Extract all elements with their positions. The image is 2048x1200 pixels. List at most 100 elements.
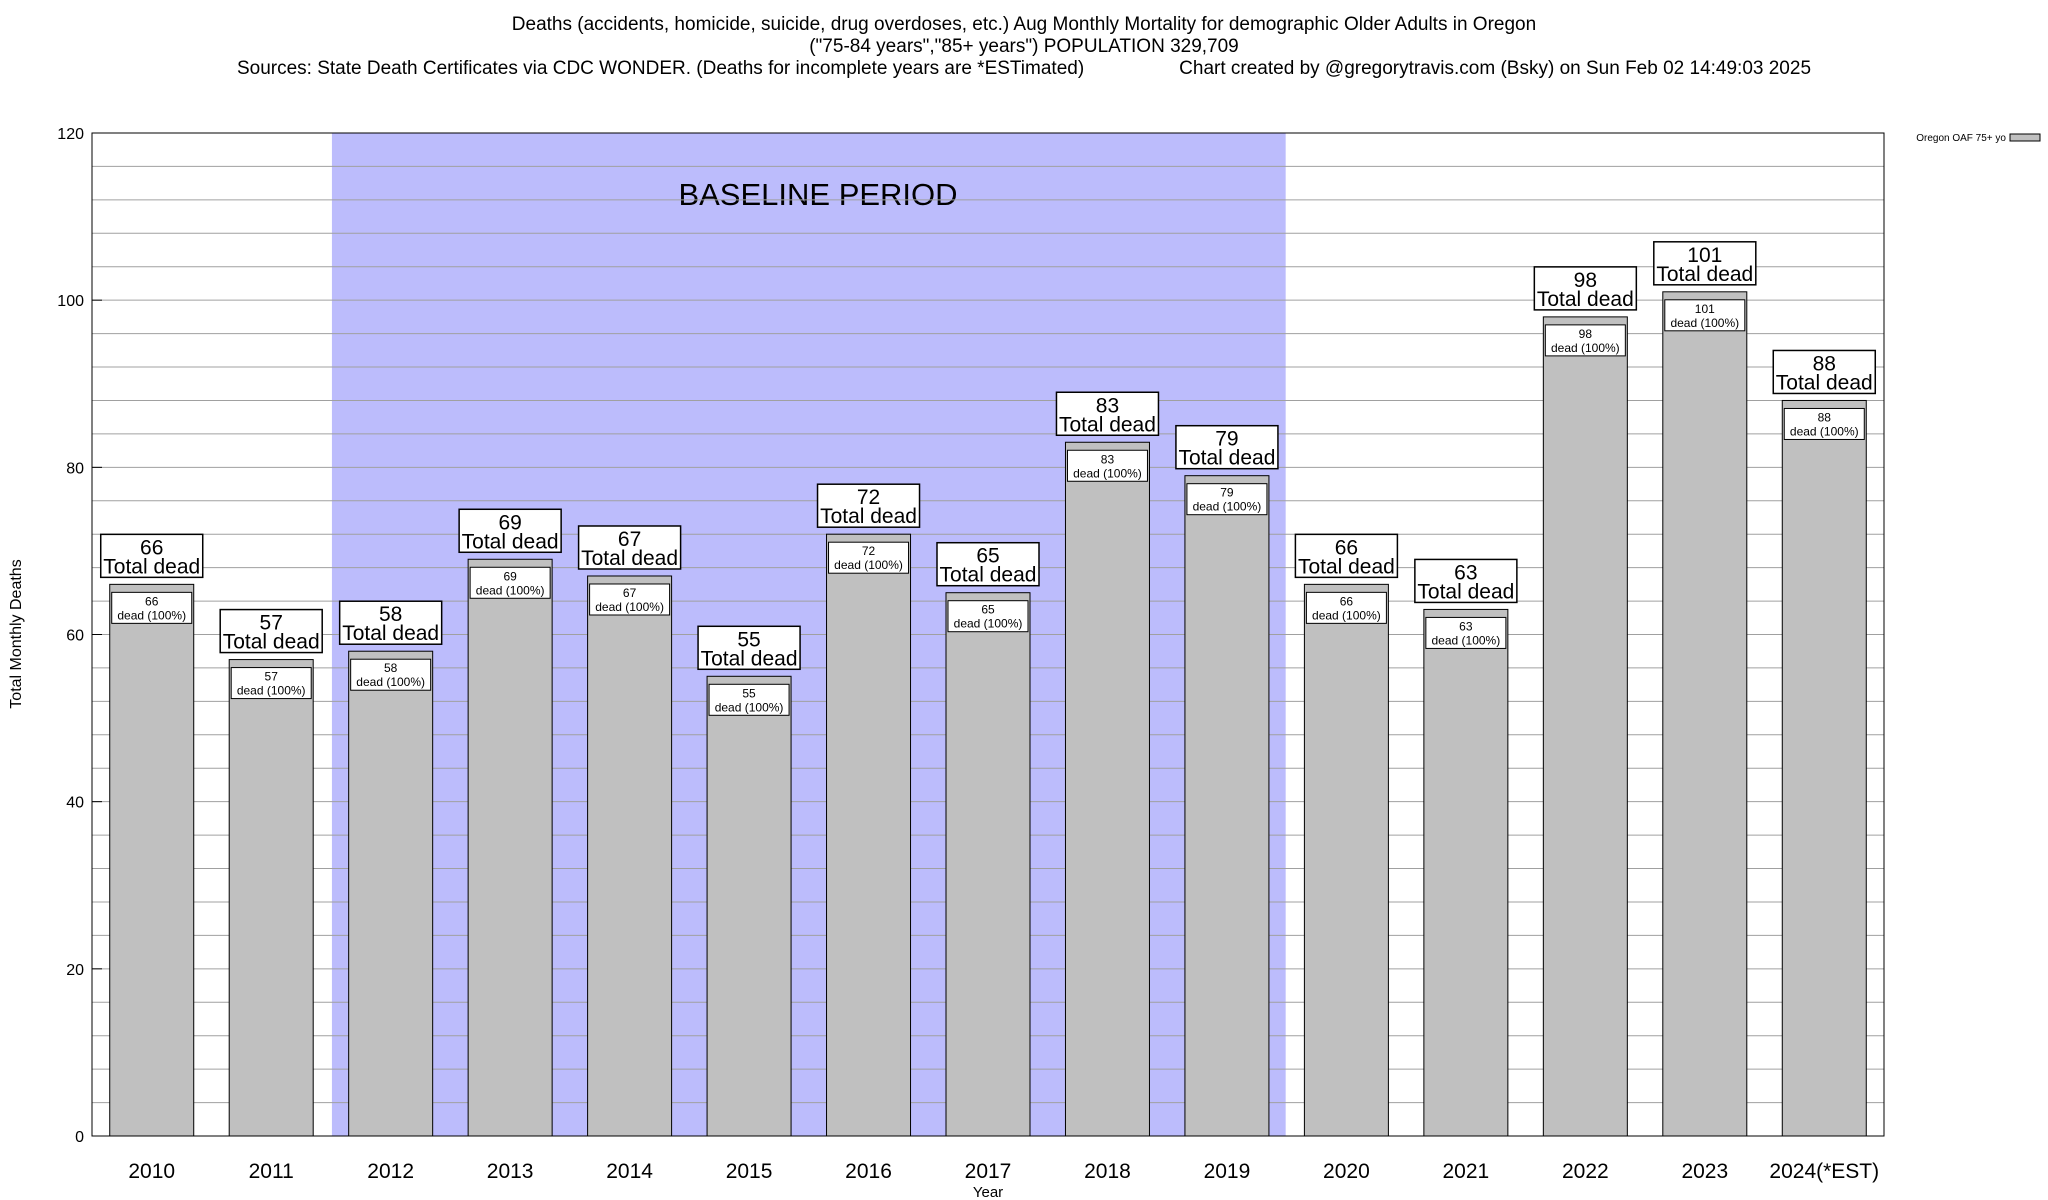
bar-inner-label: dead (100%) — [834, 558, 903, 572]
bar-inner-label-box — [947, 600, 1029, 633]
x-tick-label: 2014 — [606, 1160, 653, 1183]
bar-top-value: 66 — [140, 536, 163, 559]
bar-top-label: Total dead — [1178, 447, 1275, 470]
bar-top-label: Total dead — [1417, 580, 1514, 603]
bar-inner-value: 66 — [1340, 594, 1354, 608]
bar-inner-value: 79 — [1220, 486, 1234, 500]
y-tick-label: 40 — [66, 795, 84, 812]
bar-inner-label-box — [230, 667, 312, 700]
bar-inner-label-box — [1066, 449, 1148, 482]
bar-inner-label: dead (100%) — [237, 684, 306, 698]
bar-top-label-box — [697, 625, 801, 671]
bar-top-label-box — [219, 608, 323, 654]
y-tick-label: 100 — [57, 293, 84, 310]
x-axis-label: Year — [973, 1184, 1003, 1200]
chart-title-line2: ("75-84 years","85+ years") POPULATION 3… — [809, 36, 1239, 57]
bar-top-label-box — [1055, 391, 1160, 437]
bar-inner-label-box — [469, 566, 551, 599]
bar-top-label-box — [1294, 533, 1399, 579]
chart-title-block: Deaths (accidents, homicide, suicide, dr… — [0, 14, 2048, 80]
bar-top-label: Total dead — [462, 530, 559, 553]
legend-swatch — [2009, 133, 2041, 142]
bar-inner-label-box — [350, 658, 432, 691]
bar — [1064, 441, 1150, 1137]
bar — [826, 533, 912, 1137]
bar-inner-label: dead (100%) — [1312, 608, 1381, 622]
bar-inner-label-box — [111, 591, 193, 624]
y-tick-label: 120 — [57, 126, 84, 143]
bar-top-value: 79 — [1215, 428, 1238, 451]
x-tick-label: 2019 — [1204, 1160, 1251, 1183]
bar-top-value: 69 — [498, 511, 521, 534]
bar-inner-value: 63 — [1459, 619, 1473, 633]
bar-inner-value: 58 — [384, 661, 398, 675]
bar-top-value: 98 — [1574, 269, 1597, 292]
bar-inner-label: dead (100%) — [1790, 424, 1859, 438]
bar-inner-label: dead (100%) — [1670, 316, 1739, 330]
bar-top-value: 58 — [379, 603, 402, 626]
bar-inner-label: dead (100%) — [1073, 466, 1142, 480]
bar-inner-value: 65 — [981, 603, 995, 617]
bar-inner-value: 55 — [742, 686, 756, 700]
bar-inner-value: 72 — [862, 544, 876, 558]
bar — [109, 583, 195, 1137]
bar-top-label: Total dead — [1298, 555, 1395, 578]
x-tick-label: 2010 — [128, 1160, 175, 1183]
x-tick-label: 2011 — [249, 1160, 294, 1183]
y-tick-label: 60 — [66, 628, 84, 645]
chart-title-line1: Deaths (accidents, homicide, suicide, dr… — [511, 14, 1537, 35]
bar-inner-label: dead (100%) — [1551, 341, 1620, 355]
bar-top-label-box — [99, 533, 204, 579]
bar — [1303, 583, 1389, 1137]
bar-top-label-box — [1414, 558, 1518, 604]
bar-inner-value: 88 — [1818, 410, 1832, 424]
bar-inner-label: dead (100%) — [476, 583, 545, 597]
x-tick-label: 2016 — [845, 1160, 892, 1183]
bar-inner-label: dead (100%) — [595, 600, 664, 614]
bar — [228, 659, 314, 1137]
bar-top-label-box — [1175, 424, 1279, 470]
bar-top-label-box — [458, 508, 562, 554]
plot-border — [91, 132, 1885, 1137]
bar-top-value: 67 — [618, 528, 641, 551]
x-tick-label: 2023 — [1681, 1160, 1728, 1183]
bar-top-label: Total dead — [701, 647, 798, 670]
bar-top-label-box — [577, 525, 682, 570]
bar-top-label: Total dead — [1537, 288, 1634, 311]
bar-top-label-box — [936, 541, 1040, 587]
bar-top-label-box — [1772, 349, 1877, 395]
bar-top-label: Total dead — [223, 631, 320, 654]
bar-inner-value: 67 — [623, 586, 637, 600]
bar — [1542, 316, 1628, 1137]
bar-inner-value: 57 — [265, 670, 279, 684]
bar-inner-label: dead (100%) — [1193, 500, 1262, 514]
legend-label: Oregon OAF 75+ yo — [1916, 133, 2006, 144]
bar-top-label-box — [338, 600, 443, 645]
bar-inner-label-box — [1186, 483, 1268, 516]
bar-top-label-box — [816, 483, 921, 528]
bar — [467, 558, 553, 1137]
bar-inner-label-box — [1305, 591, 1387, 624]
x-tick-label: 2012 — [367, 1160, 414, 1183]
bar-inner-label-box — [828, 541, 910, 574]
bar-top-label-box — [1533, 266, 1638, 311]
bar-top-label-box — [1653, 241, 1757, 286]
x-tick-label: 2021 — [1443, 1160, 1490, 1183]
baseline-label: BASELINE PERIOD — [678, 177, 957, 212]
bar-top-value: 83 — [1096, 394, 1119, 417]
x-tick-label: 2024(*EST) — [1769, 1160, 1879, 1183]
x-tick-label: 2018 — [1084, 1160, 1131, 1183]
bar-inner-value: 83 — [1101, 452, 1115, 466]
bar-inner-label-box — [1783, 407, 1865, 440]
bar-top-label: Total dead — [103, 555, 200, 578]
y-tick-label: 80 — [66, 460, 84, 477]
bar-inner-value: 98 — [1579, 327, 1593, 341]
x-tick-label: 2015 — [726, 1160, 773, 1183]
bar-inner-label-box — [1664, 299, 1746, 332]
bar-inner-label: dead (100%) — [715, 700, 784, 714]
bar — [348, 650, 434, 1137]
bar-inner-label: dead (100%) — [356, 675, 425, 689]
sources-line: Sources: State Death Certificates via CD… — [0, 58, 2048, 80]
bar-top-value: 72 — [857, 486, 880, 509]
